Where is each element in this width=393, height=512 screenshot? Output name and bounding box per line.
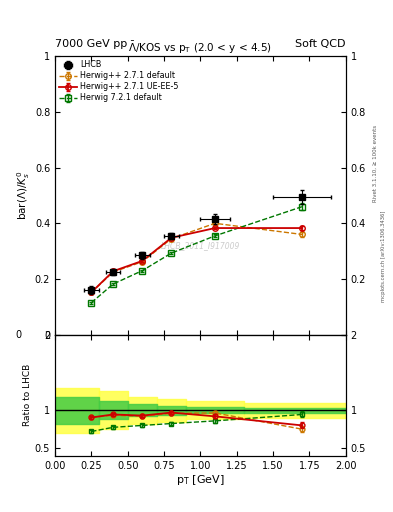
Title: $\bar{\Lambda}$/KOS vs p$_{\mathrm{T}}$ (2.0 < y < 4.5): $\bar{\Lambda}$/KOS vs p$_{\mathrm{T}}$ … [129,40,272,56]
Text: 7000 GeV pp: 7000 GeV pp [55,38,127,49]
Text: LHCB_2011_I917009: LHCB_2011_I917009 [161,241,240,250]
Text: mcplots.cern.ch [arXiv:1306.3436]: mcplots.cern.ch [arXiv:1306.3436] [381,210,386,302]
Text: 0: 0 [15,330,22,339]
X-axis label: p$_{\mathrm{T}}$ [GeV]: p$_{\mathrm{T}}$ [GeV] [176,473,225,487]
Text: Soft QCD: Soft QCD [296,38,346,49]
Text: Rivet 3.1.10, ≥ 100k events: Rivet 3.1.10, ≥ 100k events [373,125,378,202]
Y-axis label: Ratio to LHCB: Ratio to LHCB [23,364,32,426]
Y-axis label: bar($\Lambda$)/$K^{0}_{s}$: bar($\Lambda$)/$K^{0}_{s}$ [15,170,32,220]
Legend: LHCB, Herwig++ 2.7.1 default, Herwig++ 2.7.1 UE-EE-5, Herwig 7.2.1 default: LHCB, Herwig++ 2.7.1 default, Herwig++ 2… [57,59,180,104]
